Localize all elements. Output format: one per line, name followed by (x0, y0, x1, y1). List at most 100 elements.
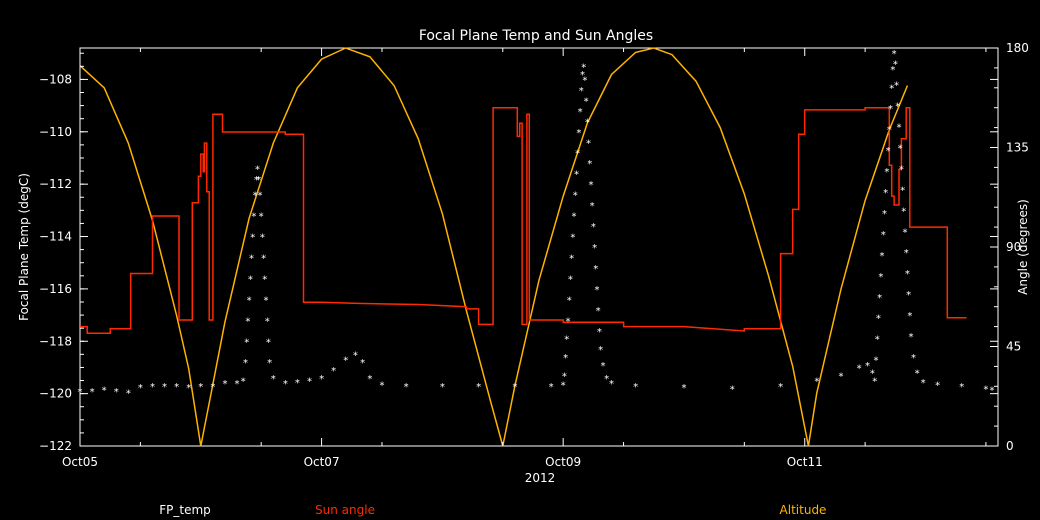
y-tick-label: −108 (39, 72, 72, 86)
fp-temp-point: * (872, 377, 877, 388)
fp-temp-point: * (814, 377, 819, 388)
fp-temp-point: * (250, 233, 255, 244)
fp-temp-point: * (568, 274, 573, 285)
fp-temp-point: * (900, 185, 905, 196)
x-tick-label: Oct11 (787, 455, 823, 469)
legend-item-sun-angle: Sun angle (315, 503, 375, 517)
fp-temp-point: * (254, 175, 259, 186)
x-ticks: Oct05 Oct07 Oct09 Oct11 (62, 48, 987, 469)
left-ticks: −108 −110 −112 −114 −116 −118 −120 −122 (39, 52, 998, 453)
fp-temp-point: * (248, 274, 253, 285)
fp-temp-point: * (880, 251, 885, 262)
fp-temp-point: * (162, 382, 167, 393)
chart-title: Focal Plane Temp and Sun Angles (419, 28, 653, 44)
fp-temp-point: * (874, 356, 879, 367)
fp-temp-point: * (875, 335, 880, 346)
fp-temp-point: * (90, 387, 95, 398)
fp-temp-point: * (582, 75, 587, 86)
fp-temp-point: * (247, 295, 252, 306)
fp-temp-point: * (353, 350, 358, 361)
fp-temp-point: * (591, 222, 596, 233)
fp-temp-point: * (574, 170, 579, 181)
fp-temp-point: * (257, 191, 262, 202)
fp-temp-point: * (865, 361, 870, 372)
fp-temp-point: * (881, 230, 886, 241)
fp-temp-point: * (905, 269, 910, 280)
fp-temp-point: * (262, 274, 267, 285)
right-ticks: 0 45 90 135 180 (990, 41, 1029, 453)
fp-temp-point: * (882, 209, 887, 220)
fp-temp-point: * (983, 384, 988, 395)
fp-temp-point: * (899, 164, 904, 175)
x-tick-label: Oct09 (545, 455, 581, 469)
fp-temp-point: * (283, 379, 288, 390)
fp-temp-point: * (883, 188, 888, 199)
fp-temp-point: * (564, 335, 569, 346)
fp-temp-point: * (894, 81, 899, 92)
fp-temp-point: * (222, 379, 227, 390)
fp-temp-point: * (907, 311, 912, 322)
fp-temp-point: * (186, 383, 191, 394)
fp-temp-point: * (379, 380, 384, 391)
fp-temp-point: * (567, 295, 572, 306)
y-tick-label: −116 (39, 282, 72, 296)
fp-temp-point: * (569, 253, 574, 264)
fp-temp-point: * (898, 144, 903, 155)
fp-temp-point: * (598, 345, 603, 356)
y-tick-label: −114 (39, 230, 72, 244)
fp-temp-point: * (870, 369, 875, 380)
fp-temp-point: * (126, 388, 131, 399)
fp-temp-point: * (593, 264, 598, 275)
fp-temp-point: * (295, 378, 300, 389)
y-tick-label: −122 (39, 439, 72, 453)
fp-temp-point: * (265, 316, 270, 327)
series-layer: * * * * * * * * * * * * * * *********************** * * *… (78, 47, 994, 447)
y-tick-label: −120 (39, 387, 72, 401)
plot-frame (79, 47, 999, 447)
fp-temp-point: * (901, 206, 906, 217)
fp-temp-point: * (609, 379, 614, 390)
fp-temp-point: * (896, 123, 901, 134)
fp-temp-point: * (604, 374, 609, 385)
fp-temp-point: * (877, 293, 882, 304)
fp-temp-point: * (730, 384, 735, 395)
fp-temp-point: * (198, 382, 203, 393)
fp-temp-point: * (572, 212, 577, 223)
fp-temp-point: * (588, 180, 593, 191)
fp-temp-point: * (367, 374, 372, 385)
fp-temp-point: * (895, 102, 900, 113)
fp-temp-point: * (271, 374, 276, 385)
fp-temp-point: * (573, 191, 578, 202)
fp-temp-point: * (565, 316, 570, 327)
y2-tick-label: 90 (1006, 240, 1021, 254)
fp-temp-point: * (253, 191, 258, 202)
fp-temp-point: * (902, 227, 907, 238)
fp-temp-point: * (585, 117, 590, 128)
y-tick-label: −110 (39, 125, 72, 139)
y2-tick-label: 0 (1006, 439, 1014, 453)
fp-temp-point: * (243, 358, 248, 369)
fp-temp-point: * (878, 272, 883, 283)
fp-temp-point: * (876, 314, 881, 325)
fp-temp-point: * (114, 387, 119, 398)
fp-temp-point: * (512, 382, 517, 393)
fp-temp-point: * (884, 167, 889, 178)
fp-temp-point: * (343, 356, 348, 367)
fp-temp-point: * (892, 49, 897, 60)
fp-temp-point: * (587, 159, 592, 170)
fp-temp-point: * (887, 125, 892, 136)
fp-temp-point: * (581, 62, 586, 73)
fp-temp-point: * (241, 377, 246, 388)
fp-temp-point: * (235, 379, 240, 390)
fp-temp-point: * (360, 358, 365, 369)
fp-temp-point: * (838, 371, 843, 382)
fp-temp-point: * (476, 382, 481, 393)
fp-temp-point: * (911, 353, 916, 364)
fp-temp-point: * (260, 233, 265, 244)
legend-item-altitude: Altitude (780, 503, 827, 517)
y2-axis-label: Angle (degrees) (1016, 199, 1030, 295)
series-line-sun-angle (80, 106, 967, 334)
y-tick-label: −112 (39, 177, 72, 191)
fp-temp-point: * (267, 358, 272, 369)
fp-temp-point: * (249, 253, 254, 264)
